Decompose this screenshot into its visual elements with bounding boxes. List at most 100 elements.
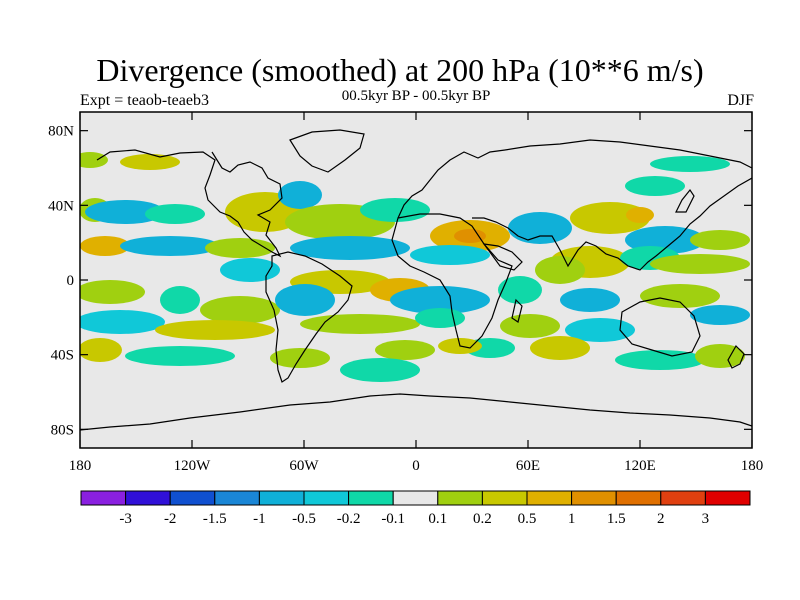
lon-tick-label: 120W [174,458,212,474]
colorbar-label: -0.1 [381,511,405,527]
colorbar-swatch [125,490,171,506]
colorbar-swatch [660,490,706,506]
divergence-region [650,254,750,274]
divergence-region [160,286,200,314]
map-title: Divergence (smoothed) at 200 hPa (10**6 … [96,52,704,88]
divergence-region [690,230,750,250]
colorbar-label: 3 [702,511,710,527]
colorbar-label: -0.2 [337,511,361,527]
colorbar-swatch [258,490,305,506]
divergence-region [415,308,465,328]
coastline-madagascar [511,298,523,323]
divergence-region [454,229,486,243]
divergence-region [695,344,745,368]
lon-tick-label: 60W [289,458,319,474]
lat-tick-label: 0 [67,273,75,289]
divergence-region [80,280,145,304]
divergence-region [410,245,490,265]
coastline-south-america [265,251,353,383]
colorbar-swatch [615,490,662,506]
divergence-region [690,305,750,325]
coastline-new-zealand [727,345,745,369]
divergence-region [145,204,205,224]
coastline-japan [675,188,695,213]
coastline-greenland [289,129,365,173]
colorbar-label: -2 [164,511,177,527]
divergence-region [220,258,280,282]
axis-tick-labels: 80N 40N 0 40S 80S 180 120W 60W 0 60E 120E 180 [48,124,763,474]
divergence-region [85,200,165,224]
season-label: DJF [727,92,754,109]
coastline-antarctica [80,393,752,431]
coastline-arabia [482,243,523,271]
divergence-region [290,236,410,260]
coastline-europe [397,149,506,219]
divergence-region [650,156,730,172]
lon-tick-label: 180 [69,458,92,474]
colorbar-swatch [169,490,216,506]
coastline-australia [619,297,701,357]
lat-tick-label: 40N [48,198,74,214]
lon-tick-label: 180 [741,458,764,474]
colorbar-label: 2 [657,511,665,527]
lat-tick-label: 80S [51,422,74,438]
divergence-region [80,152,108,168]
colorbar-label: 0.5 [518,511,537,527]
colorbar-swatch [392,490,439,506]
divergence-region [155,320,275,340]
divergence-region [375,340,435,360]
divergence-region [560,288,620,312]
divergence-region [390,286,490,314]
divergence-region [125,346,235,366]
colorbar-swatch [481,490,528,506]
colorbar-swatch [437,490,483,506]
divergence-region [615,350,705,370]
colorbar-label: 0.1 [428,511,447,527]
divergence-region [625,176,685,196]
divergence-region [278,181,322,209]
coastlines [80,129,752,431]
divergence-region [530,336,590,360]
coastline-africa [391,213,513,349]
colorbar: -3 -2 -1.5 -1 -0.5 -0.2 -0.1 0.1 0.2 0.5 1 1.5 2 3 [80,490,751,527]
colorbar-label: 1.5 [607,511,626,527]
period-label: 00.5kyr BP - 00.5kyr BP [341,88,491,104]
divergence-region [120,236,220,256]
lon-tick-label: 120E [624,458,656,474]
divergence-region [300,314,420,334]
divergence-region [80,236,130,256]
colorbar-swatch [303,490,350,506]
lat-tick-label: 80N [48,124,74,140]
lon-tick-label: 0 [412,458,420,474]
divergence-region [80,338,122,362]
experiment-label: Expt = teaob-teaeb3 [80,92,209,109]
axis-ticks [79,112,753,448]
divergence-region [626,207,654,223]
colorbar-label: 0.2 [473,511,492,527]
divergence-region [120,154,180,170]
divergence-region [535,256,585,284]
colorbar-label: -0.5 [292,511,316,527]
colorbar-swatch [571,490,617,506]
divergence-region [360,198,430,222]
colorbar-swatch [214,490,260,506]
colorbar-swatch [348,490,394,506]
colorbar-swatch [80,490,127,506]
divergence-region [200,296,280,324]
lon-tick-label: 60E [516,458,540,474]
coastline-north-america [96,149,283,258]
divergence-region [500,314,560,338]
divergence-region [640,284,720,308]
colorbar-swatch [526,490,573,506]
divergence-region [340,358,420,382]
colorbar-label: -1.5 [203,511,227,527]
divergence-region [275,284,335,316]
colorbar-label: -3 [119,511,132,527]
lat-tick-label: 40S [51,348,74,364]
colorbar-label: 1 [568,511,576,527]
divergence-region [498,276,542,304]
colorbar-label: -1 [253,511,266,527]
colorbar-swatch [704,490,751,506]
divergence-region [565,318,635,342]
